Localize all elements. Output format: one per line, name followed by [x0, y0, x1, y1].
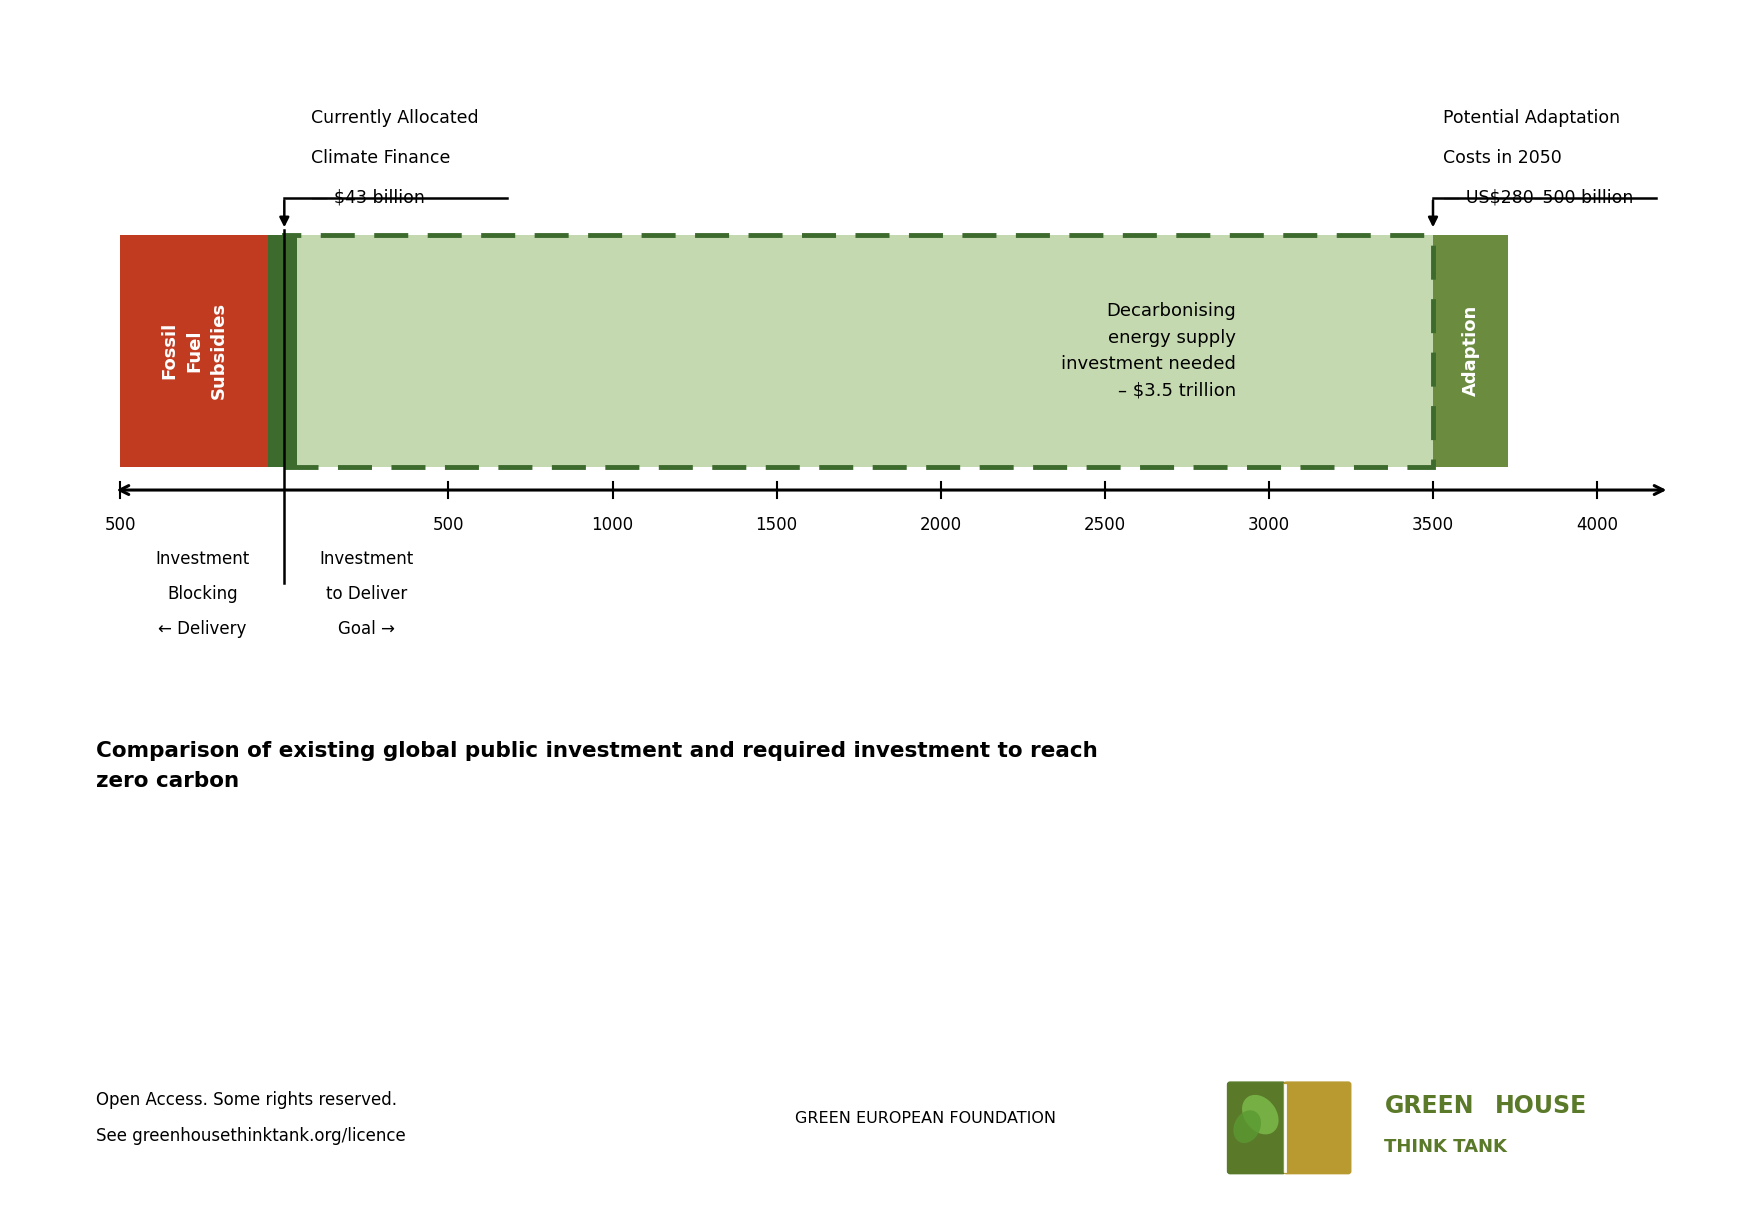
Text: Decarbonising
energy supply
investment needed
– $3.5 trillion: Decarbonising energy supply investment n…: [1061, 302, 1236, 399]
Text: 2500: 2500: [1084, 516, 1126, 534]
Text: 3000: 3000: [1248, 516, 1290, 534]
Text: Open Access. Some rights reserved.: Open Access. Some rights reserved.: [96, 1091, 397, 1109]
Text: Investment: Investment: [156, 551, 250, 569]
Text: GEF: GEF: [656, 1104, 734, 1138]
Ellipse shape: [1234, 1110, 1260, 1144]
Text: Potential Adaptation: Potential Adaptation: [1442, 110, 1620, 128]
Text: THINK TANK: THINK TANK: [1384, 1139, 1507, 1156]
Text: 4000: 4000: [1577, 516, 1619, 534]
FancyBboxPatch shape: [1283, 1082, 1351, 1174]
FancyBboxPatch shape: [1227, 1082, 1285, 1174]
Text: ← Delivery: ← Delivery: [157, 621, 246, 637]
Text: Comparison of existing global public investment and required investment to reach: Comparison of existing global public inv…: [96, 741, 1098, 790]
Text: Investment: Investment: [320, 551, 414, 569]
Text: — US$280–500 billion: — US$280–500 billion: [1442, 188, 1633, 206]
Text: to Deliver: to Deliver: [325, 586, 407, 604]
Text: 3500: 3500: [1412, 516, 1454, 534]
Bar: [267, 235, 297, 466]
Text: Fossil
Fuel
Subsidies: Fossil Fuel Subsidies: [161, 302, 227, 399]
Text: 500: 500: [434, 516, 465, 534]
Text: 2000: 2000: [919, 516, 961, 534]
Text: Currently Allocated: Currently Allocated: [311, 110, 479, 128]
Text: 1000: 1000: [591, 516, 633, 534]
Text: HOUSE: HOUSE: [1495, 1094, 1587, 1118]
Text: GREEN: GREEN: [1384, 1094, 1474, 1118]
Text: See greenhousethinktank.org/licence: See greenhousethinktank.org/licence: [96, 1127, 406, 1145]
Text: Adaption: Adaption: [1461, 305, 1481, 396]
Bar: [121, 235, 267, 466]
Text: Blocking: Blocking: [168, 586, 238, 604]
Bar: [285, 235, 1433, 466]
Bar: [1433, 235, 1509, 466]
Text: Costs in 2050: Costs in 2050: [1442, 149, 1561, 166]
Text: Goal →: Goal →: [337, 621, 395, 637]
Text: Climate Finance: Climate Finance: [311, 149, 449, 166]
Text: 1500: 1500: [755, 516, 797, 534]
Ellipse shape: [1243, 1095, 1278, 1134]
Text: — $43 billion: — $43 billion: [311, 188, 425, 206]
Text: GREEN EUROPEAN FOUNDATION: GREEN EUROPEAN FOUNDATION: [795, 1111, 1056, 1125]
Bar: [285, 235, 1433, 466]
Text: 500: 500: [105, 516, 136, 534]
